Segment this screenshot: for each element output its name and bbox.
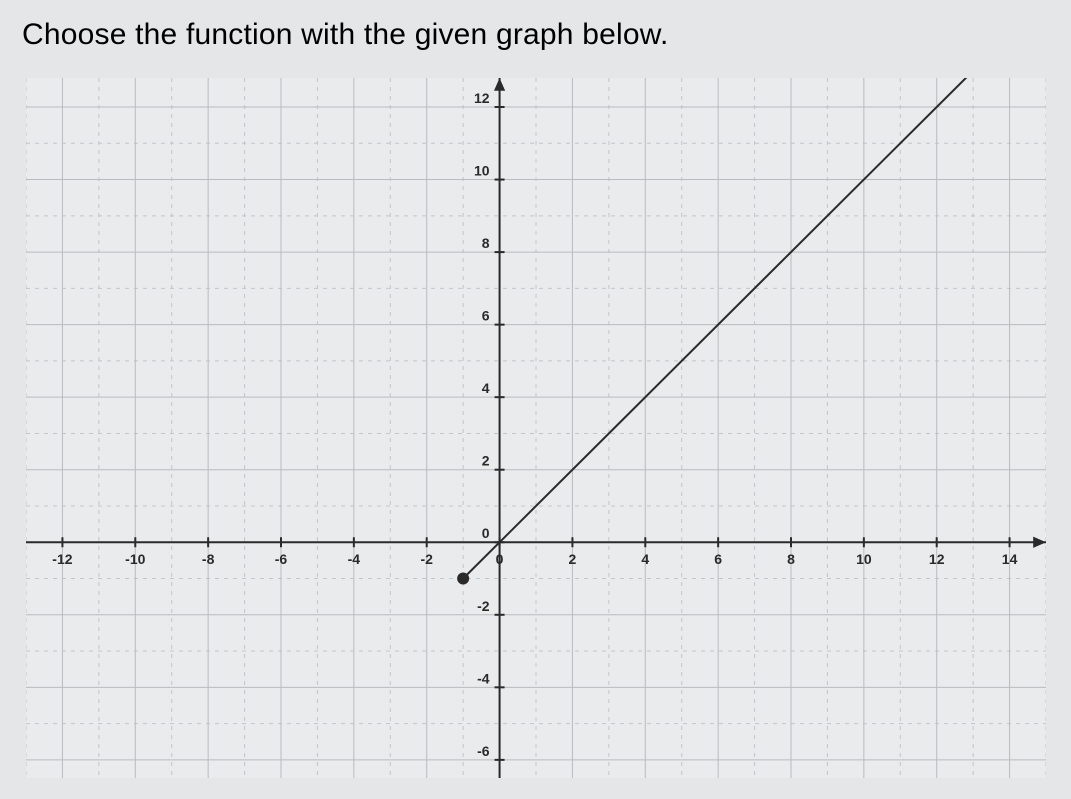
x-tick-label: -6 xyxy=(274,551,287,567)
y-tick-label: 10 xyxy=(473,163,489,179)
x-tick-label: 6 xyxy=(714,551,722,567)
x-tick-label: 10 xyxy=(856,551,872,567)
y-tick-label: 0 xyxy=(481,525,489,541)
closed-endpoint-marker xyxy=(457,573,469,585)
x-tick-label: -12 xyxy=(52,551,72,567)
y-tick-label: -4 xyxy=(477,670,490,686)
x-tick-label: 0 xyxy=(495,551,503,567)
chart-container: -12 -10 -8 -6 -4 -2 0 2 4 6 8 10 12 14 -6 -4 -2 0 2 4 6 8 10 12 xyxy=(26,78,1046,778)
y-tick-label: 6 xyxy=(481,308,489,324)
y-tick-label: 2 xyxy=(481,453,489,469)
x-tick-label: -10 xyxy=(125,551,145,567)
x-tick-label: -2 xyxy=(420,551,433,567)
x-tick-label: -4 xyxy=(347,551,360,567)
y-tick-label: -6 xyxy=(477,743,490,759)
x-tick-label: -8 xyxy=(201,551,214,567)
page-root: Choose the function with the given graph… xyxy=(0,0,1071,799)
question-prompt: Choose the function with the given graph… xyxy=(22,18,1049,52)
y-tick-label: 12 xyxy=(473,90,489,106)
y-tick-label: -2 xyxy=(477,598,490,614)
x-tick-label: 2 xyxy=(568,551,576,567)
x-tick-label: 14 xyxy=(1001,551,1017,567)
y-tick-label: 4 xyxy=(481,380,489,396)
y-tick-label: 8 xyxy=(481,235,489,251)
x-tick-label: 4 xyxy=(641,551,649,567)
coordinate-chart: -12 -10 -8 -6 -4 -2 0 2 4 6 8 10 12 14 -6 -4 -2 0 2 4 6 8 10 12 xyxy=(26,78,1046,778)
x-tick-label: 12 xyxy=(928,551,944,567)
x-tick-label: 8 xyxy=(787,551,795,567)
